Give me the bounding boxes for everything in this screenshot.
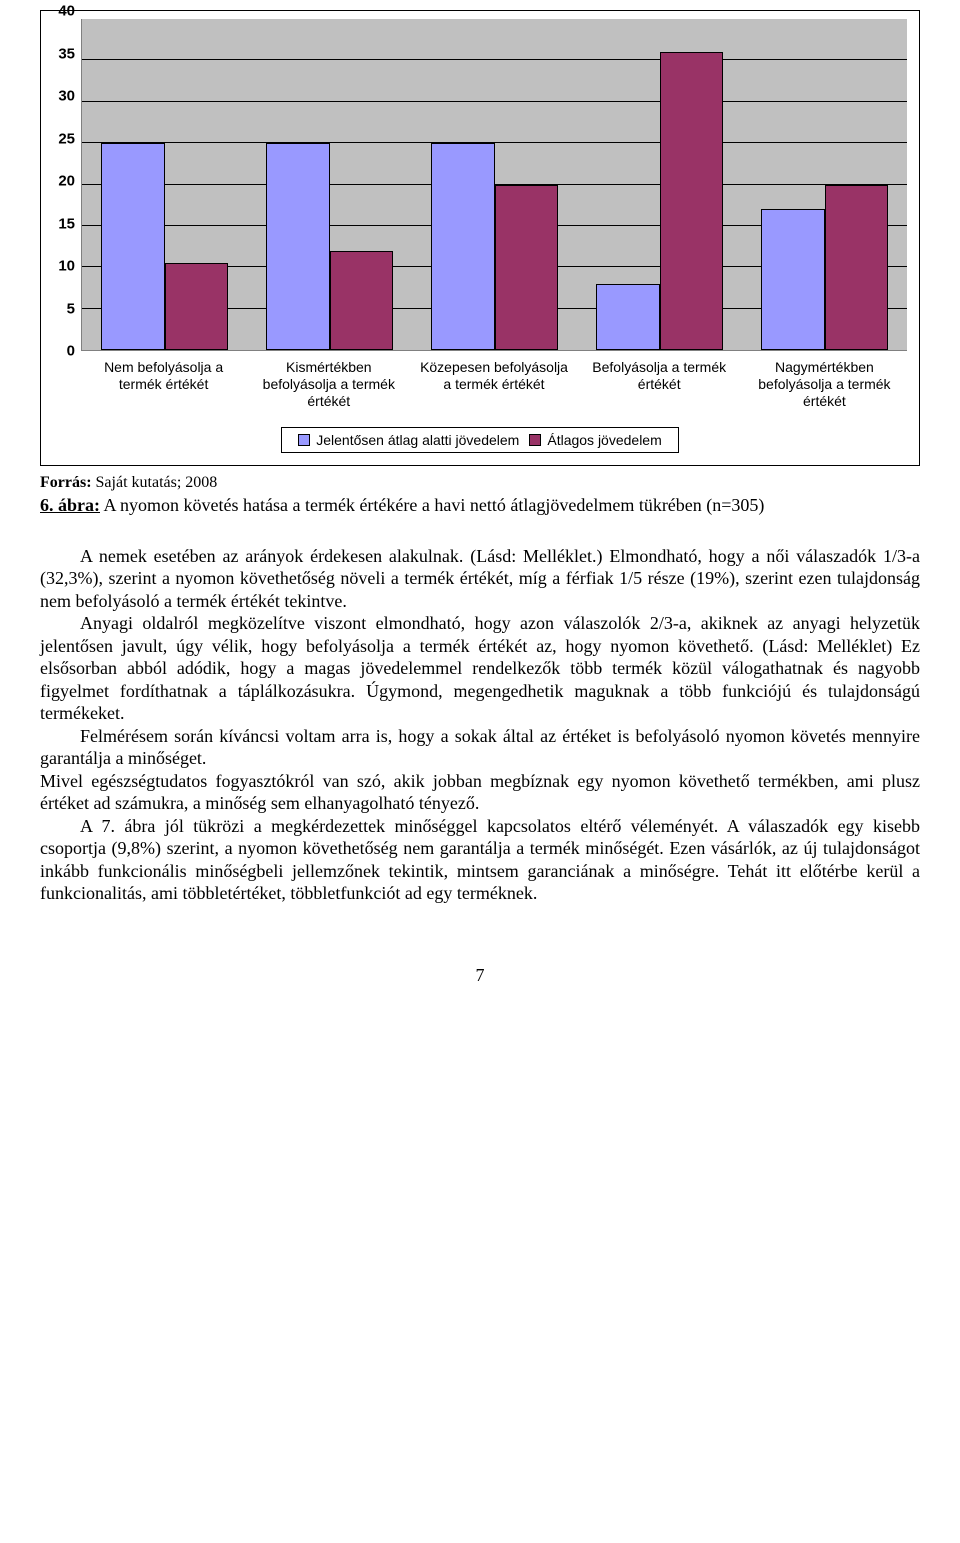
bar-group (577, 19, 742, 350)
chart-x-axis: Nem befolyásolja a termék értékétKismért… (81, 351, 907, 427)
bar-group (412, 19, 577, 350)
legend-swatch (298, 434, 310, 446)
x-category-label: Kismértékben befolyásolja a termék érték… (246, 359, 411, 409)
paragraph-3: Felmérésem során kíváncsi voltam arra is… (40, 725, 920, 770)
bar-series2 (495, 185, 559, 351)
legend-swatch (529, 434, 541, 446)
caption-text: A nyomon követés hatása a termék értékér… (104, 495, 765, 515)
page-number: 7 (40, 965, 920, 986)
bar-series1 (101, 143, 165, 350)
y-tick-label: 20 (58, 173, 75, 190)
x-category-label: Befolyásolja a termék értékét (577, 359, 742, 409)
bar-series2 (330, 251, 394, 350)
bar-series1 (596, 284, 660, 350)
caption-label: 6. ábra: (40, 495, 100, 515)
bar-series2 (660, 52, 724, 350)
y-tick-label: 30 (58, 88, 75, 105)
chart-legend: Jelentősen átlag alatti jövedelem Átlagos… (281, 427, 679, 453)
bar-series1 (431, 143, 495, 350)
paragraph-5: A 7. ábra jól tükrözi a megkérdezettek m… (40, 815, 920, 905)
body-text: A nemek esetében az arányok érdekesen al… (40, 545, 920, 905)
source-text: Saját kutatás; 2008 (96, 474, 218, 491)
y-tick-label: 5 (67, 300, 75, 317)
legend-label: Jelentősen átlag alatti jövedelem (316, 432, 519, 448)
legend-label: Átlagos jövedelem (547, 432, 661, 448)
bar-group (247, 19, 412, 350)
chart-plot-area (81, 19, 907, 351)
x-category-label: Nem befolyásolja a termék értékét (81, 359, 246, 409)
y-tick-label: 10 (58, 258, 75, 275)
y-tick-label: 15 (58, 215, 75, 232)
figure-caption: 6. ábra: A nyomon követés hatása a termé… (40, 494, 920, 517)
chart-bars-layer (82, 19, 907, 350)
y-tick-label: 35 (58, 45, 75, 62)
legend-item: Átlagos jövedelem (529, 432, 661, 448)
chart-plot-row: 0510152025303540 (41, 11, 919, 351)
chart-source: Forrás: Saját kutatás; 2008 (40, 474, 920, 492)
y-tick-label: 0 (67, 343, 75, 360)
chart-y-axis: 0510152025303540 (41, 11, 81, 351)
bar-group (82, 19, 247, 350)
x-category-label: Nagymértékben befolyásolja a termék érté… (742, 359, 907, 409)
chart-container: 0510152025303540 Nem befolyásolja a term… (40, 10, 920, 466)
bar-series1 (266, 143, 330, 350)
bar-series2 (825, 185, 889, 351)
y-tick-label: 40 (58, 3, 75, 20)
bar-series2 (165, 263, 229, 350)
paragraph-2: Anyagi oldalról megközelítve viszont elm… (40, 612, 920, 725)
paragraph-4: Mivel egészségtudatos fogyasztókról van … (40, 770, 920, 815)
bar-series1 (761, 209, 825, 350)
paragraph-1: A nemek esetében az arányok érdekesen al… (40, 545, 920, 613)
legend-item: Jelentősen átlag alatti jövedelem (298, 432, 519, 448)
y-tick-label: 25 (58, 130, 75, 147)
source-label: Forrás: (40, 474, 92, 491)
bar-group (742, 19, 907, 350)
x-category-label: Közepesen befolyásolja a termék értékét (411, 359, 576, 409)
